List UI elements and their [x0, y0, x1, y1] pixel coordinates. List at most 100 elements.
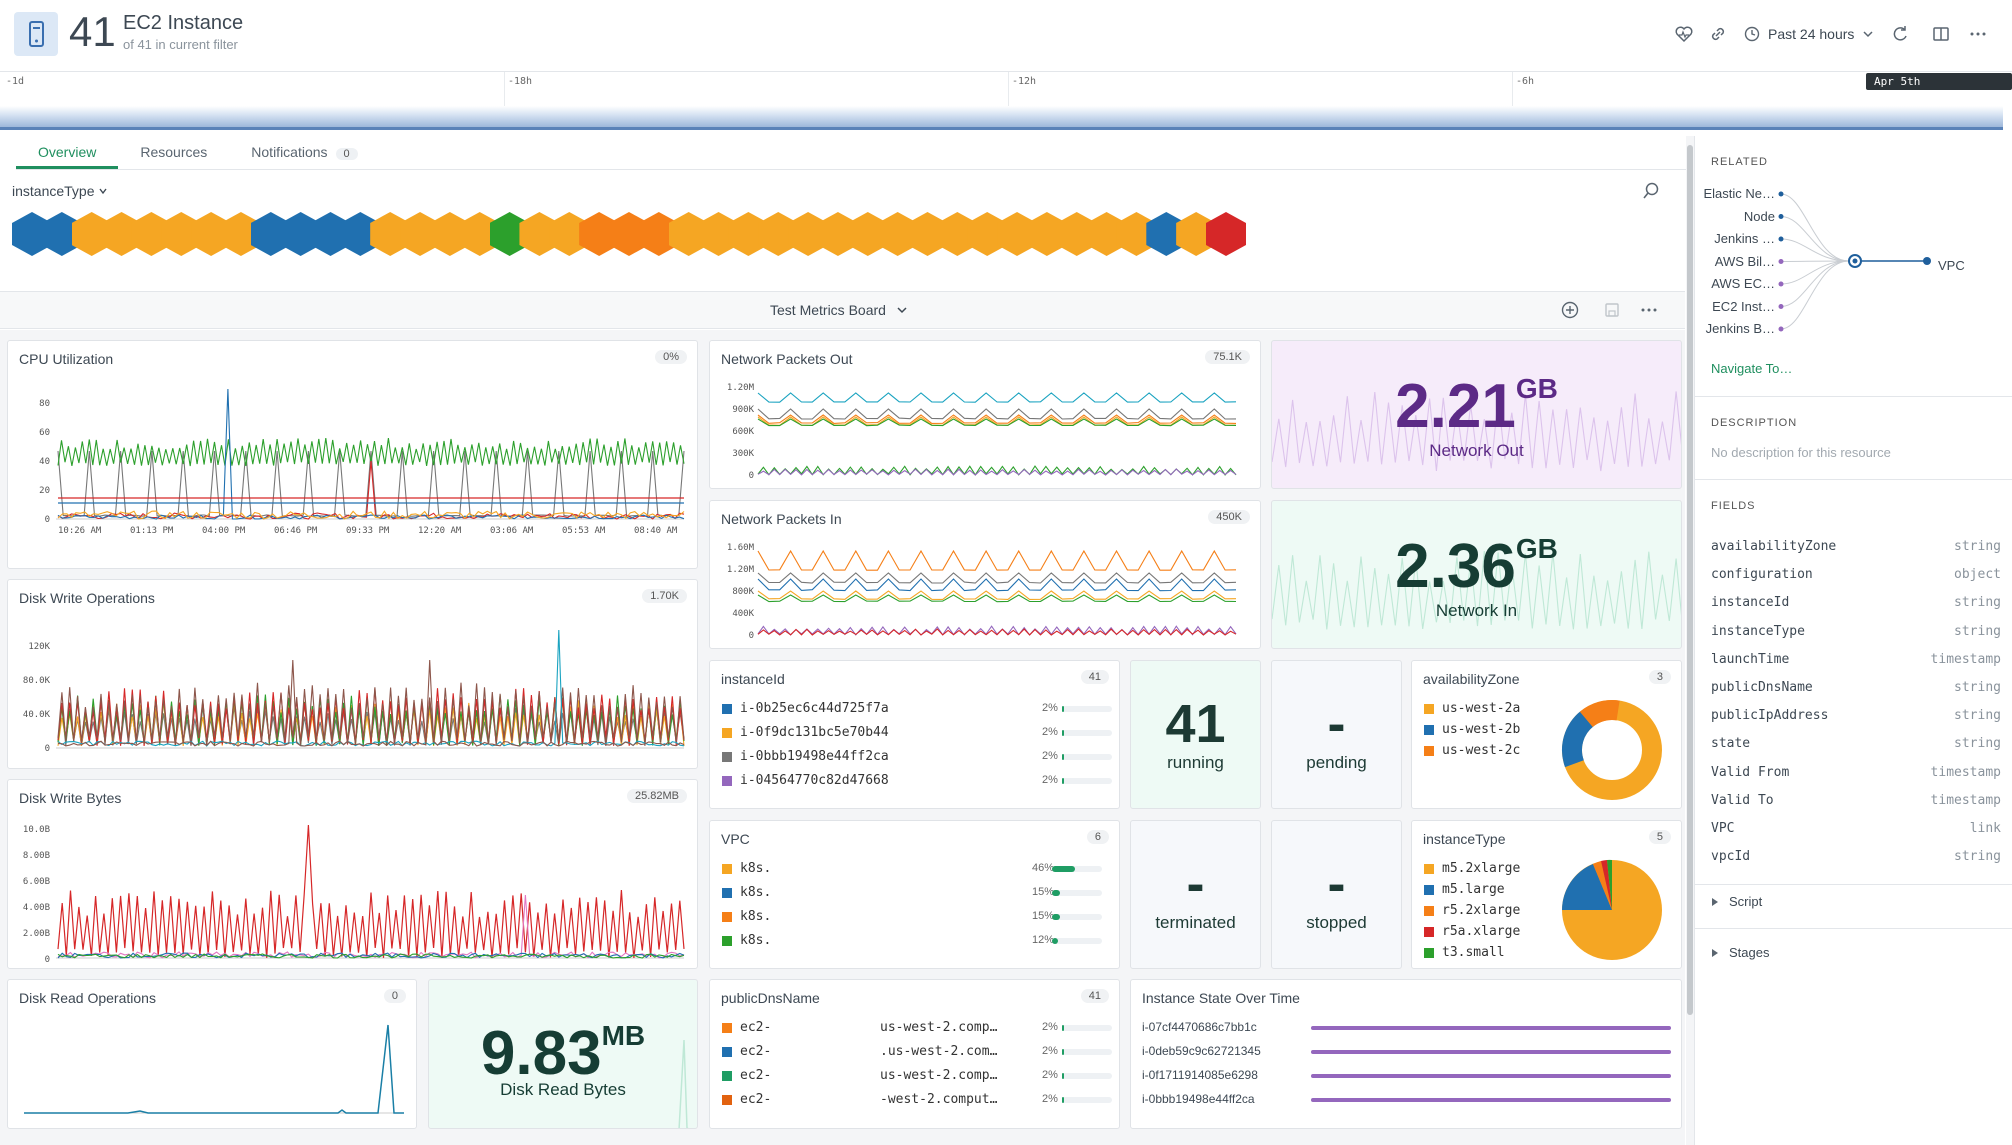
network-out-total-panel[interactable]: 2.21GB Network Out	[1271, 340, 1682, 489]
disk-write-ops-panel[interactable]: Disk Write Operations 1.70K 120K 80.0K 4…	[7, 579, 698, 769]
board-scrollbar-thumb[interactable]	[1687, 145, 1693, 1015]
row-label: us-west-2a	[1442, 701, 1521, 716]
related-node[interactable]: Elastic Ne…	[1703, 186, 1775, 201]
public-dns-row[interactable]: ec2-	[722, 1068, 771, 1083]
instance-type-row[interactable]: r5a.xlarge	[1424, 924, 1520, 939]
save-icon[interactable]	[1603, 301, 1621, 324]
tab-resources[interactable]: Resources	[118, 136, 229, 169]
instance-id-panel[interactable]: instanceId 41 i-0b25ec6c44d725f7a 2% i-0f9…	[709, 660, 1120, 809]
instance-type-row[interactable]: r5.2xlarge	[1424, 903, 1520, 918]
availability-zone-row[interactable]: us-west-2b	[1424, 722, 1520, 737]
field-row[interactable]: publicDnsName string	[1711, 680, 2001, 695]
cpu-utilization-panel[interactable]: CPU Utilization 0% 80 60 40 20 0 10:26 A…	[7, 340, 698, 569]
board-selector[interactable]: Test Metrics Board	[770, 302, 908, 318]
related-target-vpc[interactable]: VPC	[1938, 258, 1965, 273]
instance-state-over-time-panel[interactable]: Instance State Over Time i-07cf4470686c7…	[1130, 979, 1682, 1129]
instance-type-panel[interactable]: instanceType 5 m5.2xlarge m5.large r5.2xla…	[1411, 820, 1682, 969]
disk-read-bytes-panel[interactable]: 9.83MB Disk Read Bytes	[428, 979, 698, 1129]
related-node[interactable]: AWS EC…	[1711, 276, 1775, 291]
related-node[interactable]: Jenkins B…	[1705, 321, 1775, 336]
state-stopped-panel[interactable]: - stopped	[1271, 820, 1402, 969]
heart-monitor-icon[interactable]	[1672, 22, 1696, 46]
state-row-label: i-0deb59c9c62721345	[1142, 1044, 1261, 1058]
instance-id-row[interactable]: i-04564770c82d47668	[722, 773, 889, 788]
split-view-icon[interactable]	[1929, 22, 1953, 46]
field-name: vpcId	[1711, 849, 1751, 865]
instance-type-row[interactable]: m5.2xlarge	[1424, 861, 1520, 876]
series-line	[57, 510, 685, 520]
field-row[interactable]: publicIpAddress string	[1711, 708, 2001, 723]
group-by-selector[interactable]: instanceType	[12, 183, 108, 199]
add-panel-icon[interactable]	[1561, 301, 1579, 324]
time-range-selector[interactable]: Past 24 hours	[1744, 22, 1874, 46]
field-row[interactable]: VPC link	[1711, 821, 2001, 836]
cpu-chart: 80 60 40 20 0 10:26 AM 01:13 PM 04:00 PM…	[39, 388, 685, 536]
field-row[interactable]: state string	[1711, 736, 2001, 751]
instance-type-row[interactable]: t3.small	[1424, 945, 1505, 960]
public-dns-row[interactable]: ec2-	[722, 1044, 771, 1059]
board-more-icon[interactable]	[1640, 301, 1658, 324]
state-pending-panel[interactable]: - pending	[1271, 660, 1402, 809]
field-row[interactable]: Valid From timestamp	[1711, 765, 2001, 780]
navigate-to-link[interactable]: Navigate To…	[1711, 361, 1793, 376]
state-timeline-bar[interactable]	[1311, 1098, 1671, 1102]
public-dns-panel[interactable]: publicDnsName 41 ec2- us-west-2.comp… 2% ec…	[709, 979, 1120, 1129]
row-percent: 15%	[1032, 886, 1055, 898]
public-dns-row[interactable]: ec2-	[722, 1092, 771, 1107]
field-type: string	[1954, 736, 2001, 752]
network-packets-in-panel[interactable]: Network Packets In 450K 1.60M 1.20M 800K…	[709, 500, 1261, 649]
stages-section-toggle[interactable]: Stages	[1711, 945, 1769, 960]
field-row[interactable]: Valid To timestamp	[1711, 793, 2001, 808]
state-running-panel[interactable]: 41 running	[1130, 660, 1261, 809]
availability-zone-row[interactable]: us-west-2c	[1424, 743, 1520, 758]
field-row[interactable]: availabilityZone string	[1711, 539, 2001, 554]
disk-read-ops-panel[interactable]: Disk Read Operations 0	[7, 979, 417, 1129]
row-percent: 2%	[1042, 1021, 1058, 1033]
network-in-total-panel[interactable]: 2.36GB Network In	[1271, 500, 1682, 649]
panel-badge: 0%	[655, 350, 687, 364]
tab-notifications[interactable]: Notifications 0	[229, 136, 379, 169]
tab-overview[interactable]: Overview	[16, 136, 119, 169]
vpc-row[interactable]: k8s.	[722, 933, 771, 948]
vpc-row[interactable]: k8s.	[722, 861, 771, 876]
related-node[interactable]: AWS Bil…	[1714, 253, 1775, 269]
state-terminated-panel[interactable]: - terminated	[1130, 820, 1261, 969]
instance-type-row[interactable]: m5.large	[1424, 882, 1505, 897]
search-icon[interactable]	[1641, 181, 1661, 201]
field-row[interactable]: configuration object	[1711, 567, 2001, 582]
related-graph[interactable]	[1695, 176, 2012, 336]
series-line	[57, 460, 685, 520]
resource-hexagon[interactable]	[1206, 212, 1246, 256]
field-row[interactable]: vpcId string	[1711, 849, 2001, 864]
timeline-histogram[interactable]	[0, 106, 2003, 130]
vpc-panel[interactable]: VPC 6 k8s. 46% k8s. 15% k8s. 15% k8s. 12%	[709, 820, 1120, 969]
availability-zone-row[interactable]: us-west-2a	[1424, 701, 1520, 716]
vpc-row[interactable]: k8s.	[722, 909, 771, 924]
network-packets-out-panel[interactable]: Network Packets Out 75.1K 1.20M 900K 600…	[709, 340, 1261, 489]
pie-slice-r5a-xlarge	[1601, 860, 1612, 910]
network-out-label: Network Out	[1429, 441, 1524, 460]
public-dns-row[interactable]: ec2-	[722, 1020, 771, 1035]
more-options-icon[interactable]	[1966, 22, 1990, 46]
related-node[interactable]: EC2 Inst…	[1712, 298, 1775, 314]
disk-write-bytes-panel[interactable]: Disk Write Bytes 25.82MB 10.0B 8.00B 6.0…	[7, 779, 698, 969]
row-label: us-west-2c	[1442, 743, 1521, 758]
vpc-row[interactable]: k8s.	[722, 885, 771, 900]
script-section-toggle[interactable]: Script	[1711, 894, 1762, 909]
state-timeline-bar[interactable]	[1311, 1026, 1671, 1030]
field-row[interactable]: instanceId string	[1711, 595, 2001, 610]
notifications-count: 0	[335, 148, 358, 160]
availability-zone-panel[interactable]: availabilityZone 3 us-west-2a us-west-2b u…	[1411, 660, 1682, 809]
series-line	[757, 408, 1237, 420]
state-timeline-bar[interactable]	[1311, 1074, 1671, 1078]
link-icon[interactable]	[1706, 22, 1730, 46]
instance-id-row[interactable]: i-0f9dc131bc5e70b44	[722, 725, 889, 740]
related-node[interactable]: Jenkins …	[1714, 231, 1775, 246]
field-row[interactable]: launchTime timestamp	[1711, 652, 2001, 667]
field-row[interactable]: instanceType string	[1711, 624, 2001, 639]
state-timeline-bar[interactable]	[1311, 1050, 1671, 1054]
instance-id-row[interactable]: i-0bbb19498e44ff2ca	[722, 749, 889, 764]
refresh-icon[interactable]	[1888, 22, 1912, 46]
related-node[interactable]: Node	[1743, 208, 1775, 224]
instance-id-row[interactable]: i-0b25ec6c44d725f7a	[722, 701, 889, 716]
